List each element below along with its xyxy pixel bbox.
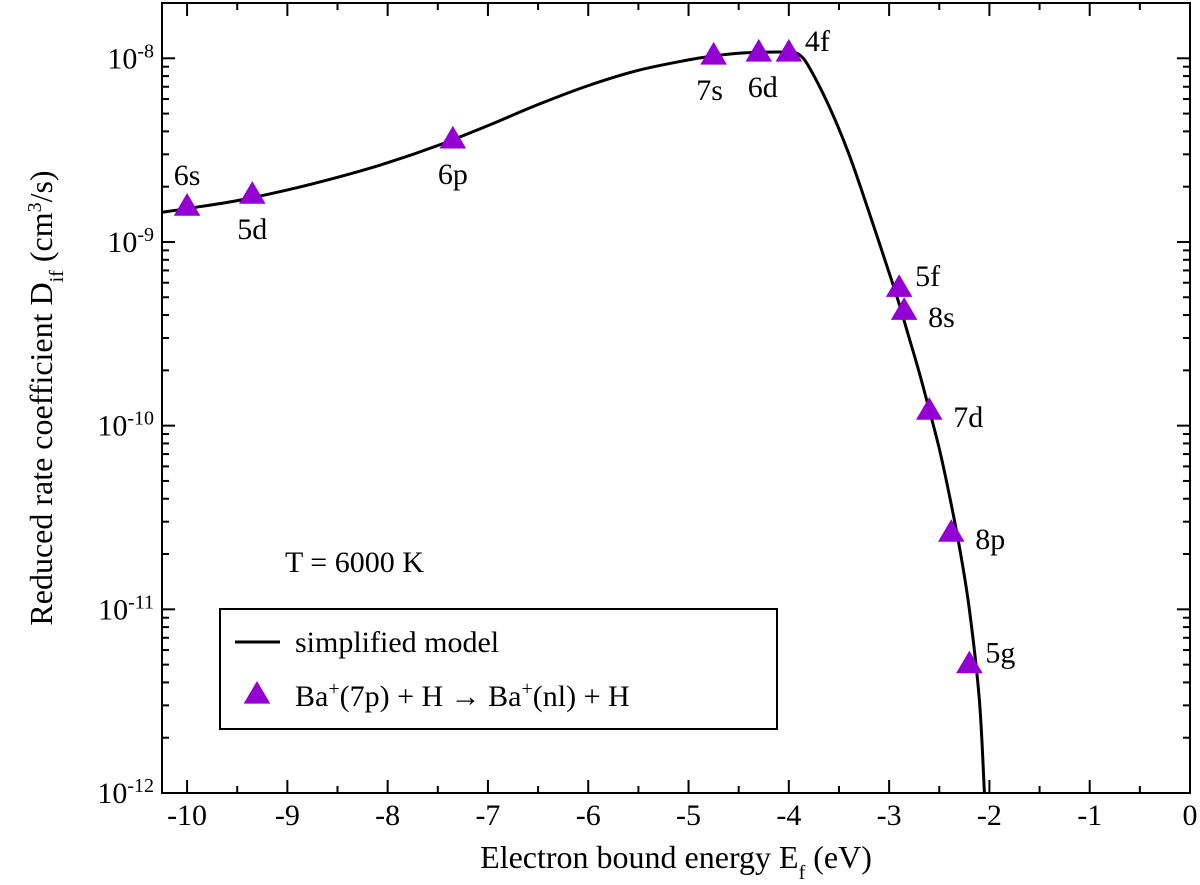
x-tick-label: -3 — [877, 799, 902, 832]
point-label-4f: 4f — [805, 25, 830, 58]
x-tick-label: -2 — [977, 799, 1002, 832]
y-tick-label: 10-9 — [107, 224, 154, 259]
legend-box — [219, 608, 778, 730]
data-point-7s — [700, 41, 727, 65]
y-tick-label: 10-10 — [97, 408, 154, 443]
x-tick-label: -5 — [676, 799, 701, 832]
data-point-6p — [439, 125, 467, 149]
x-axis-title: Electron bound energy Ef (eV) — [480, 839, 872, 884]
x-tick-label: -4 — [776, 799, 801, 832]
series-layer — [162, 38, 986, 793]
data-point-5d — [238, 181, 266, 204]
data-point-6s — [173, 193, 201, 216]
axes-layer: -10 -9 -8 -7 -6 -5 -4 -3 -2 -1 010-1210-1110-1010-… — [97, 2, 1198, 832]
data-point-7d — [915, 397, 943, 420]
y-axis-title: Reduced rate coefficient Dif (cm3/s) — [23, 170, 68, 625]
x-tick-label: -1 — [1077, 799, 1102, 832]
data-point-8p — [938, 519, 965, 542]
data-point-8s — [890, 297, 918, 320]
legend-triangle-swatch — [243, 681, 271, 704]
x-tick-label: -9 — [275, 799, 300, 832]
y-tick-label: 10-11 — [98, 591, 154, 626]
legend: simplified model Ba+(7p) + H → Ba+(nl) + … — [219, 608, 778, 730]
point-label-8s: 8s — [928, 301, 955, 334]
data-point-5g — [956, 650, 983, 674]
point-label-7d: 7d — [953, 401, 983, 434]
point-label-7s: 7s — [696, 74, 723, 107]
x-tick-label: 0 — [1183, 799, 1198, 832]
plot-frame — [161, 2, 1191, 794]
x-tick-label: -6 — [576, 799, 601, 832]
temperature-annotation: T = 6000 K — [285, 546, 424, 579]
y-tick-label: 10-8 — [107, 40, 154, 75]
point-label-5d: 5d — [237, 213, 267, 246]
point-label-6d: 6d — [748, 71, 778, 104]
x-tick-label: -10 — [167, 799, 207, 832]
x-tick-label: -7 — [475, 799, 500, 832]
point-label-5f: 5f — [915, 260, 940, 293]
point-label-6p: 6p — [438, 158, 468, 191]
point-label-8p: 8p — [975, 523, 1005, 556]
x-tick-label: -8 — [375, 799, 400, 832]
legend-label-reaction: Ba+(7p) + H → Ba+(nl) + H — [295, 678, 630, 713]
point-label-6s: 6s — [174, 159, 201, 192]
legend-label-model: simplified model — [295, 626, 499, 659]
data-point-6d — [745, 38, 773, 62]
y-tick-label: 10-12 — [97, 775, 154, 810]
labels-layer: T = 6000 K Electron bound energy Ef (eV)… — [23, 25, 1015, 884]
data-point-4f — [775, 38, 803, 62]
point-label-5g: 5g — [985, 637, 1015, 670]
data-point-5f — [885, 274, 913, 297]
